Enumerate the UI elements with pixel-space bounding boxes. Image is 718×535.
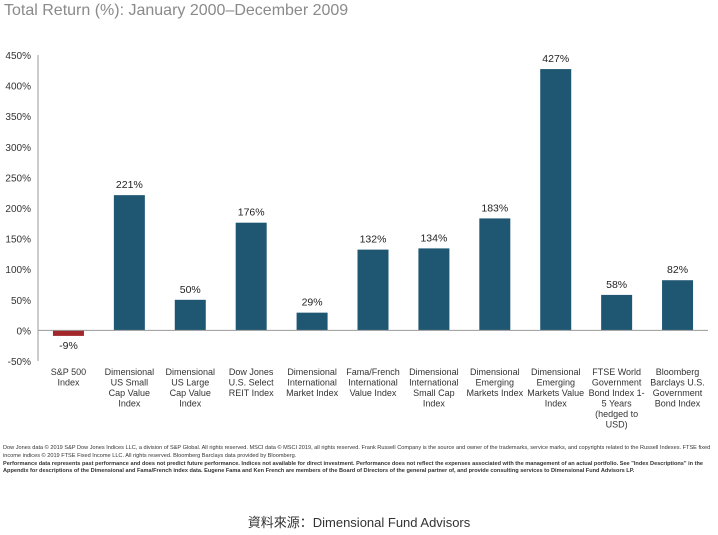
y-tick-label: 50%	[11, 296, 31, 307]
data-label: 176%	[238, 207, 265, 219]
category-label: USD)	[606, 420, 628, 430]
category-label: Government	[653, 388, 703, 398]
category-label: FTSE World	[592, 367, 641, 377]
category-label: Dimensional	[287, 367, 337, 377]
data-label: 58%	[606, 279, 627, 291]
category-label: US Large	[171, 378, 209, 388]
category-label: Emerging	[536, 378, 575, 388]
category-label: (hedged to	[595, 409, 638, 419]
category-label: Dimensional	[105, 367, 155, 377]
category-label: Cap Value	[170, 388, 211, 398]
category-label: Markets Value	[527, 388, 584, 398]
y-tick-label: 200%	[5, 204, 31, 215]
data-label: 29%	[302, 297, 323, 309]
category-label: Emerging	[476, 378, 515, 388]
category-label: U.S. Select	[229, 378, 275, 388]
category-label: Markets Index	[467, 388, 524, 398]
category-label: US Small	[111, 378, 149, 388]
data-label: 183%	[481, 202, 508, 214]
category-label: Index	[179, 399, 202, 409]
category-label: Index	[423, 399, 446, 409]
category-label: REIT Index	[229, 388, 274, 398]
category-label: Index	[57, 378, 80, 388]
data-label: 221%	[116, 179, 143, 191]
bar	[235, 222, 267, 331]
category-label: International	[287, 378, 337, 388]
y-tick-label: 0%	[17, 326, 32, 337]
category-label: Index	[545, 399, 568, 409]
footnotes: Dow Jones data © 2019 S&P Dow Jones Indi…	[3, 445, 715, 476]
y-tick-label: 150%	[5, 235, 31, 246]
bar	[662, 280, 694, 331]
category-label: Dimensional	[470, 367, 520, 377]
category-label: Barclays U.S.	[650, 378, 705, 388]
data-label: 50%	[180, 284, 201, 296]
category-label: Small Cap	[413, 388, 455, 398]
category-label: Fama/French	[346, 367, 400, 377]
category-label: International	[348, 378, 398, 388]
data-label: 132%	[360, 234, 387, 246]
category-label: Bloomberg	[656, 367, 700, 377]
y-tick-label: 250%	[5, 173, 31, 184]
bar	[357, 249, 389, 331]
bar-chart: -50% 0% 50% 100% 150% 200% 250% 300% 350% 400% 450…	[5, 51, 708, 430]
y-tick-label: 400%	[5, 82, 31, 93]
data-label: 82%	[667, 264, 688, 276]
data-label: 134%	[420, 232, 447, 244]
category-label: International	[409, 378, 459, 388]
category-label: Dimensional	[531, 367, 581, 377]
category-label: Value Index	[350, 388, 397, 398]
bar	[601, 294, 633, 331]
category-label: Market Index	[286, 388, 339, 398]
data-label: 427%	[542, 53, 569, 65]
y-tick-label: 300%	[5, 143, 31, 154]
category-label: Dimensional	[409, 367, 459, 377]
category-label: Bond Index 1-	[589, 388, 645, 398]
source-credit: 資料來源：Dimensional Fund Advisors	[247, 515, 471, 530]
bar	[540, 69, 572, 331]
category-label: Bond Index	[655, 399, 701, 409]
y-tick-label: -50%	[8, 357, 31, 368]
y-tick-label: 450%	[5, 51, 31, 62]
category-label: Index	[118, 399, 141, 409]
data-label: -9%	[59, 340, 78, 352]
bar	[479, 218, 511, 331]
category-label: Dow Jones	[229, 367, 274, 377]
chart-title: Total Return (%): January 2000–December …	[4, 2, 349, 19]
category-label: 5 Years	[602, 399, 633, 409]
bar	[418, 248, 450, 331]
bar	[113, 195, 145, 331]
bar	[52, 330, 84, 336]
footnote-disclaimer: Performance data represents past perform…	[3, 460, 704, 475]
category-label: Cap Value	[109, 388, 150, 398]
y-tick-label: 100%	[5, 265, 31, 276]
bar	[296, 312, 328, 331]
category-label: S&P 500	[51, 367, 86, 377]
footnote-copyright: Dow Jones data © 2019 S&P Dow Jones Indi…	[3, 445, 711, 459]
bar	[174, 299, 206, 331]
category-label: Government	[592, 378, 642, 388]
y-tick-label: 350%	[5, 112, 31, 123]
category-label: Dimensional	[166, 367, 216, 377]
